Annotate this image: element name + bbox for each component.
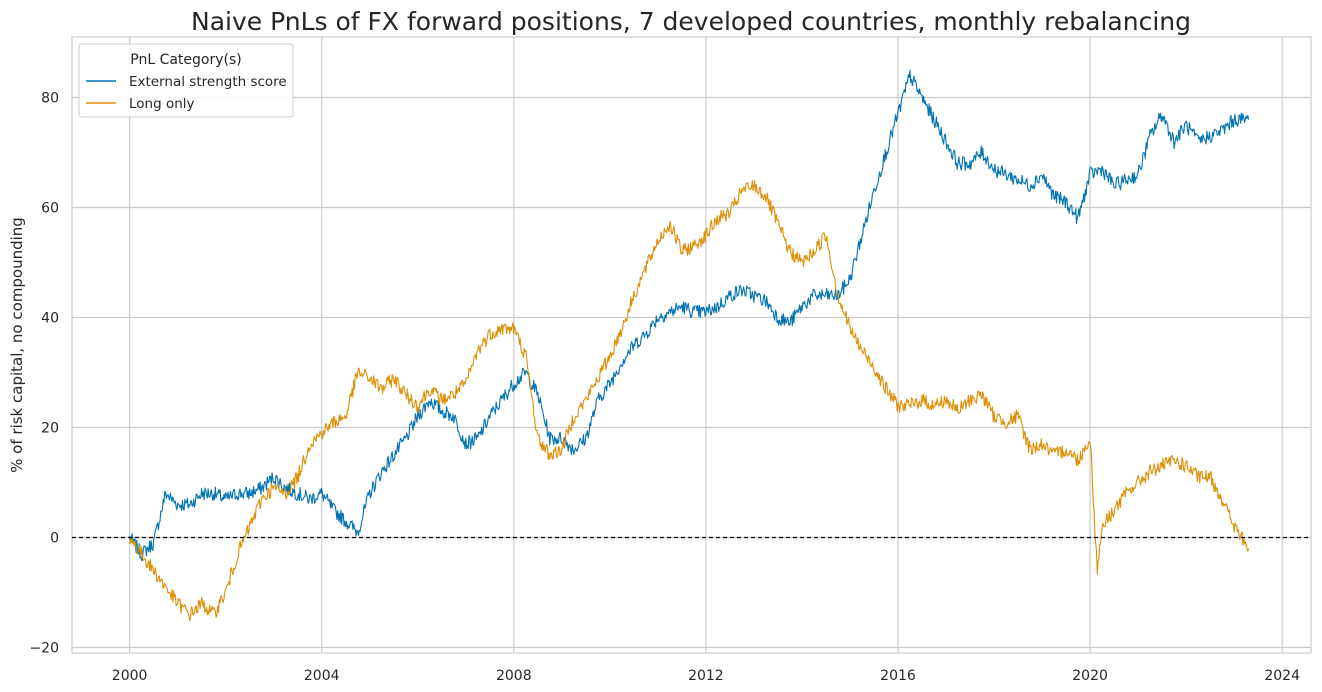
legend: PnL Category(s) External strength score … bbox=[78, 43, 294, 118]
legend-label-external-strength: External strength score bbox=[129, 74, 287, 90]
series-layer bbox=[129, 69, 1250, 622]
legend-label-long-only: Long only bbox=[129, 96, 195, 112]
y-tick-label: 20 bbox=[41, 421, 59, 437]
series-line-external-strength bbox=[129, 69, 1250, 562]
y-tick-label: 80 bbox=[41, 91, 59, 107]
y-tick-label: 0 bbox=[50, 531, 59, 547]
x-tick-label: 2012 bbox=[688, 668, 724, 684]
x-tick-label: 2024 bbox=[1264, 668, 1300, 684]
legend-title: PnL Category(s) bbox=[130, 52, 242, 68]
plot-area bbox=[71, 36, 1312, 654]
y-tick-label: 60 bbox=[41, 201, 59, 217]
y-axis-label: % of risk capital, no compounding bbox=[8, 217, 26, 473]
y-tick-label: −20 bbox=[29, 641, 59, 657]
x-tick-label: 2004 bbox=[304, 668, 340, 684]
grid-layer bbox=[72, 37, 1311, 653]
x-tick-label: 2016 bbox=[880, 668, 916, 684]
x-tick-label: 2008 bbox=[496, 668, 532, 684]
y-tick-label: 40 bbox=[41, 311, 59, 327]
chart-title: Naive PnLs of FX forward positions, 7 de… bbox=[191, 7, 1191, 36]
series-line-long-only bbox=[129, 180, 1250, 622]
x-tick-label: 2020 bbox=[1072, 668, 1108, 684]
tick-labels: 2000 2004 2008 2012 2016 2020 2024 −20 0 20 40 60 80 bbox=[29, 91, 1300, 685]
x-tick-label: 2000 bbox=[112, 668, 148, 684]
legend-box bbox=[78, 43, 294, 118]
